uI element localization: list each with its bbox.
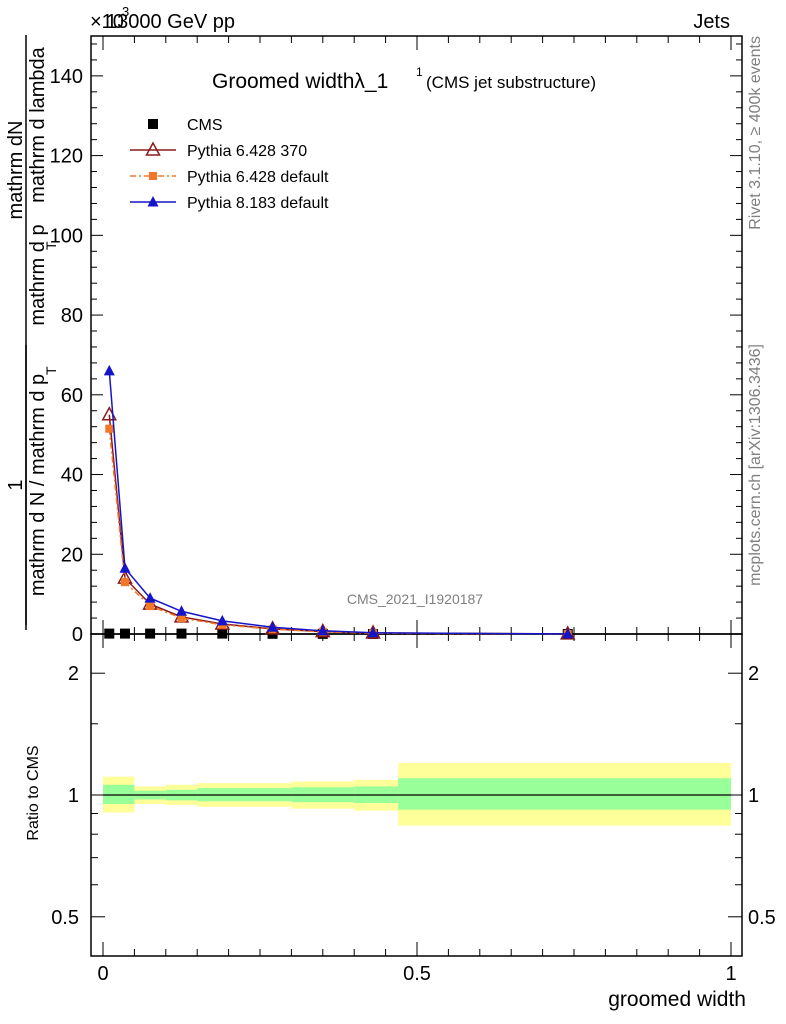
exponent-power: 3 (122, 4, 129, 19)
legend-entry: Pythia 6.428 default (130, 169, 329, 186)
ratio-ylabel: Ratio to CMS (25, 745, 42, 840)
rivet-label: Rivet 3.1.10, ≥ 400k events (747, 36, 764, 230)
ylabel-sub-t2: T (43, 241, 59, 250)
ratio-ytick-label-right: 0.5 (748, 907, 776, 929)
ylabel-dpt: mathrm d p (27, 224, 49, 325)
ratio-xtick-label: 0 (97, 963, 108, 985)
legend-label: Pythia 6.428 370 (187, 143, 307, 160)
data-point (104, 628, 115, 639)
ylabel-dlambda: mathrm d lambda (27, 46, 49, 202)
main-ytick-label: 120 (50, 146, 83, 168)
data-point (176, 605, 187, 616)
main-ytick-label: 0 (72, 624, 83, 646)
main-y-axis: 0 20 40 60 80 100 120 140 (50, 43, 742, 646)
exponent-label: ×10 (90, 11, 124, 33)
legend-marker (148, 119, 158, 129)
ratio-x-axis: 0 0.5 1 (97, 634, 737, 985)
legend-label: Pythia 8.183 default (187, 195, 329, 212)
chart-title-sup: 1 (416, 65, 423, 79)
main-ytick-label: 20 (61, 544, 83, 566)
series-line (108, 414, 568, 635)
ratio-ytick-label-right: 2 (748, 663, 759, 685)
legend-marker (149, 172, 157, 180)
data-point (144, 592, 156, 603)
ylabel-sub-t: T (43, 366, 59, 375)
main-ytick-label: 140 (50, 66, 83, 88)
ratio-bands (103, 762, 731, 826)
series-pythia-6-428-370 (101, 406, 576, 640)
data-point (145, 628, 156, 639)
legend-entry: Pythia 8.183 default (130, 195, 329, 212)
main-ytick-label: 60 (61, 385, 83, 407)
data-point (120, 578, 129, 587)
main-ytick-label: 80 (61, 305, 83, 327)
ratio-ytick-label: 1 (68, 785, 79, 807)
energy-label: 13000 GeV pp (106, 11, 235, 33)
legend-marker (147, 196, 159, 207)
ylabel-numerator-d: mathrm dN (5, 121, 27, 220)
ratio-xtick-label: 0.5 (403, 963, 431, 985)
data-point (216, 614, 228, 626)
ratio-y-axis: 0.5 0.5 1 1 2 2 (51, 633, 776, 929)
series-line (108, 428, 568, 635)
legend-label: Pythia 6.428 default (187, 169, 329, 186)
legend-entry: Pythia 6.428 370 (130, 141, 307, 160)
data-point (103, 364, 115, 376)
legend-label: CMS (187, 117, 223, 134)
series-pythia-8-183-default (103, 364, 574, 639)
x-axis-label: groomed width (608, 988, 746, 1011)
data-point (105, 424, 114, 433)
data-point (119, 562, 131, 573)
legend-marker (145, 141, 161, 156)
data-point (177, 614, 186, 623)
chart-subtitle: (CMS jet substructure) (426, 73, 596, 92)
chart-title: Groomed widthλ_1 (212, 70, 388, 93)
analysis-tag: CMS_2021_I1920187 (347, 591, 483, 607)
data-point (562, 627, 574, 639)
data-point (146, 602, 155, 611)
legend-entry: CMS (148, 117, 223, 134)
ylabel-denominator: mathrm d N / mathrm d p (27, 374, 49, 596)
legend: CMS Pythia 6.428 370 Pythia 6.428 default P… (130, 117, 329, 212)
data-point (217, 628, 228, 639)
data-point (367, 626, 379, 638)
data-point (176, 628, 187, 639)
ratio-xtick-label: 1 (725, 963, 736, 985)
category-label: Jets (693, 11, 730, 33)
main-ylabel: 1 mathrm d N / mathrm d p mathrm dN math… (5, 35, 49, 630)
ratio-stat-band (398, 778, 731, 810)
main-x-axis-ticks (102, 36, 732, 634)
data-series (101, 364, 576, 640)
data-point (119, 628, 130, 639)
ratio-ytick-label-right: 1 (748, 785, 759, 807)
main-ytick-label: 40 (61, 465, 83, 487)
main-ytick-label: 100 (50, 225, 83, 247)
data-point (317, 624, 329, 636)
mcplots-label: mcplots.cern.ch [arXiv:1306.3436] (747, 344, 764, 586)
series-line (108, 370, 568, 635)
data-point (267, 621, 279, 632)
ratio-ytick-label: 2 (68, 663, 79, 685)
series-pythia-6-428-default (105, 424, 572, 638)
ratio-ytick-label: 0.5 (51, 907, 79, 929)
ylabel-one: 1 (5, 479, 27, 490)
ratio-stat-band (103, 784, 135, 805)
